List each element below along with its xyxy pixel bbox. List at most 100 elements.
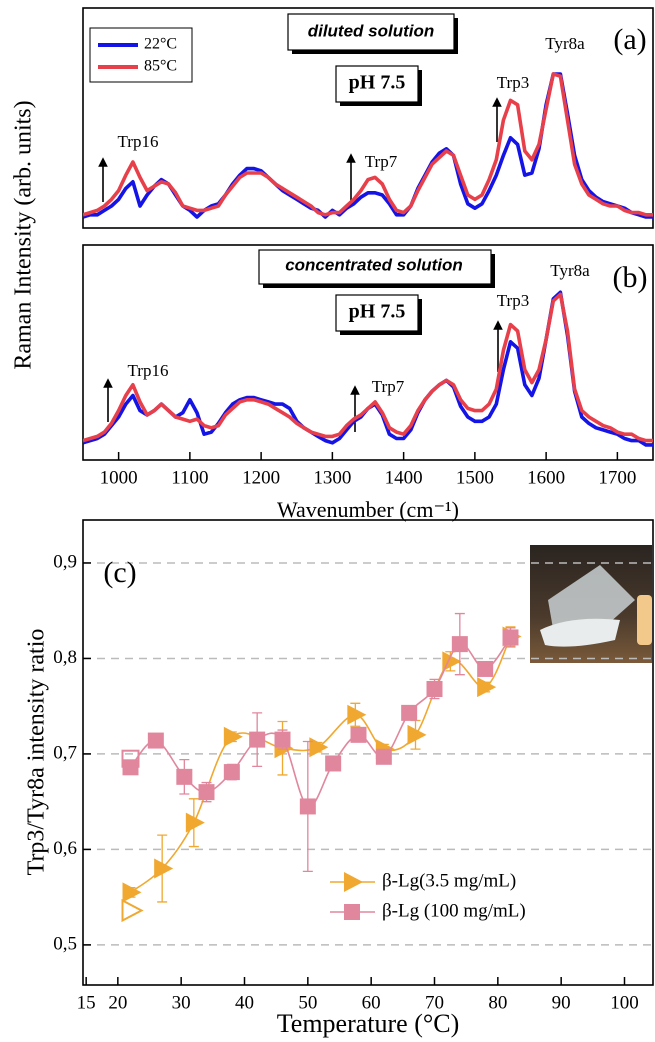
x-tick-label: 1600 (527, 467, 565, 488)
panel: 22°C 85°C diluted solution pH 7.5 Tyr8a Trp3 T… (11, 7, 654, 370)
annotation: Trp7 (372, 377, 405, 396)
square-marker (274, 731, 291, 748)
panel: 0,5 0,6 0,7 0,8 0,9 15 20 30 40 50 60 70 80 90 100 β-Lg… (24, 519, 654, 1038)
y-axis-label: Raman Intensity (arb. units) (11, 100, 37, 369)
label-box (287, 13, 455, 51)
x-tick-label: 30 (172, 992, 191, 1013)
annotation: Trp7 (365, 152, 398, 171)
x-tick-label: 70 (425, 992, 444, 1013)
fit-curve (130, 636, 512, 894)
square-marker (299, 798, 316, 815)
square-marker (451, 636, 468, 653)
x-tick-label: 1000 (100, 467, 138, 488)
fit-curve (129, 636, 512, 808)
annotation: Trp3 (497, 73, 529, 92)
annotation: (a) (613, 23, 646, 56)
data-area (83, 290, 653, 447)
square-marker (477, 660, 494, 677)
triangle-marker (309, 737, 329, 758)
square-marker (344, 904, 360, 920)
annotation: concentrated solution (285, 255, 463, 274)
y-tick-label: 0,6 (53, 838, 77, 859)
x-tick-label: 1200 (242, 467, 280, 488)
spectrum-line (83, 292, 653, 443)
inset-photo (530, 545, 652, 663)
triangle-marker (344, 872, 363, 892)
x-tick-label: 1400 (385, 467, 423, 488)
y-tick-label: 0,8 (53, 647, 77, 668)
triangle-marker (185, 812, 205, 833)
panel: 1000 1100 1200 1300 1400 1500 1600 1700 concentr… (82, 244, 654, 522)
annotation: Trp16 (128, 361, 169, 380)
square-marker (249, 731, 266, 748)
data-area (83, 72, 653, 219)
square-marker (375, 748, 392, 765)
legend: β-Lg(3.5 mg/mL) β-Lg (100 mg/mL) (330, 870, 526, 921)
y-tick-label: 0,5 (53, 933, 77, 954)
plot-frame (82, 244, 654, 461)
square-marker (401, 704, 418, 721)
square-marker (147, 732, 164, 749)
plot-frame (82, 519, 654, 986)
legend-label: β-Lg (100 mg/mL) (382, 900, 526, 921)
legend: 22°C 85°C (89, 27, 193, 83)
x-axis-label: Wavenumber (cm⁻¹) (277, 497, 459, 522)
x-tick-label: 80 (488, 992, 507, 1013)
annotation: (b) (613, 261, 648, 294)
annotation: Trp3 (497, 291, 529, 310)
x-axis-label: Temperature (°C) (277, 1009, 460, 1038)
annotation: Tyr8a (545, 34, 585, 53)
x-tick-label: 1100 (171, 467, 208, 488)
triangle-marker (154, 858, 174, 879)
plot-frame (82, 7, 654, 229)
x-tick-label: 40 (235, 992, 254, 1013)
x-tick-label: 1700 (598, 467, 636, 488)
x-tick-label: 60 (362, 992, 381, 1013)
legend-frame (89, 27, 193, 83)
legend-label: 22°C (144, 36, 177, 53)
square-marker (176, 768, 193, 785)
square-marker (325, 755, 342, 772)
legend-label: 85°C (144, 58, 177, 75)
square-marker (426, 681, 443, 698)
y-tick-label: 0,9 (53, 551, 77, 572)
x-tick-label: 50 (298, 992, 317, 1013)
annotation: pH 7.5 (349, 72, 406, 94)
x-tick-label: 1300 (313, 467, 351, 488)
x-tick-label: 90 (552, 992, 571, 1013)
label-box (258, 249, 492, 285)
annotation: pH 7.5 (349, 301, 406, 323)
x-tick-label: 1500 (456, 467, 494, 488)
legend-label: β-Lg(3.5 mg/mL) (382, 870, 516, 891)
square-marker (198, 784, 215, 801)
square-marker (223, 764, 240, 781)
y-tick-label: 0,7 (53, 742, 77, 763)
x-tick-label: 15 (77, 992, 96, 1013)
annotation: Trp16 (118, 132, 159, 151)
x-tick-label: 100 (610, 992, 639, 1013)
square-marker (502, 629, 519, 646)
triangle-marker (122, 882, 142, 903)
label-box (335, 65, 419, 103)
spectrum-line (83, 72, 653, 217)
triangle-marker (223, 726, 243, 747)
triangle-marker (121, 898, 144, 923)
annotation: diluted solution (308, 21, 435, 40)
x-tick-label: 20 (108, 992, 127, 1013)
annotation: (c) (103, 556, 136, 589)
square-marker (350, 726, 367, 743)
triangle-marker (407, 724, 427, 745)
data-area (121, 612, 522, 923)
y-axis-label: Trp3/Tyr8a intensity ratio (24, 629, 50, 876)
arrows (98, 97, 503, 432)
triangle-marker (477, 677, 497, 698)
liquid (540, 618, 620, 647)
square-marker (121, 749, 140, 768)
triangle-marker (442, 651, 462, 672)
support (637, 595, 652, 645)
annotation: Tyr8a (550, 261, 590, 280)
triangle-marker (347, 704, 367, 725)
label-box (335, 294, 419, 332)
